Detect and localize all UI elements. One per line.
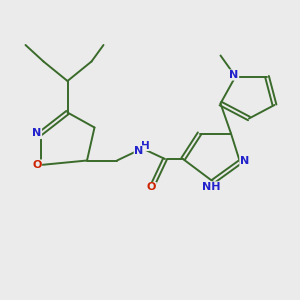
Text: N: N — [32, 128, 41, 139]
Text: NH: NH — [202, 182, 221, 192]
Text: N: N — [230, 70, 238, 80]
Text: O: O — [147, 182, 156, 193]
Text: H: H — [140, 140, 149, 151]
Text: N: N — [134, 146, 143, 156]
Text: O: O — [32, 160, 42, 170]
Text: N: N — [240, 156, 249, 167]
